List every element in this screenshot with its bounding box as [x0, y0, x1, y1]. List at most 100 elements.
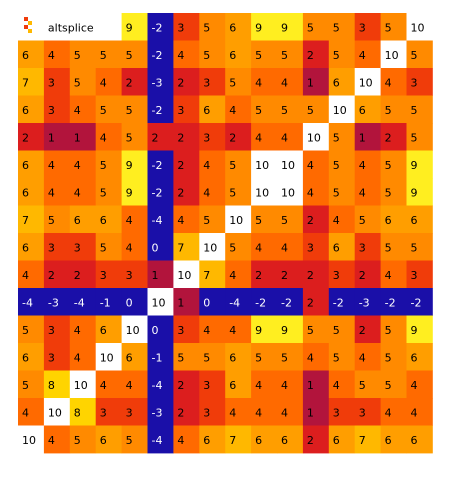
- heatmap-cell: [225, 205, 252, 234]
- cell-value-label: -3: [152, 77, 163, 90]
- heatmap-cell: [147, 398, 174, 426]
- heatmap-cell: [328, 233, 356, 261]
- heatmap-cell: [43, 178, 71, 206]
- heatmap-cell: [199, 40, 226, 69]
- cell-value-label: 5: [229, 159, 236, 172]
- heatmap-cell: [225, 398, 252, 426]
- heatmap-cell: [354, 13, 381, 41]
- heatmap-cell: [354, 315, 381, 344]
- cell-value-label: 6: [333, 242, 340, 255]
- cell-value-label: 4: [255, 407, 262, 420]
- heatmap-cell: [95, 95, 122, 124]
- cell-value-label: 0: [152, 242, 159, 255]
- heatmap-cell: [302, 205, 330, 234]
- heatmap-cell: [199, 288, 226, 316]
- heatmap-cell: [380, 205, 407, 234]
- heatmap-cell: [147, 13, 174, 41]
- heatmap-cell: [251, 370, 278, 399]
- heatmap-cell: [95, 123, 122, 151]
- heatmap-cell: [406, 205, 433, 234]
- heatmap-cell: [18, 95, 45, 124]
- cell-value-label: 1: [152, 269, 159, 282]
- heatmap-cell: [277, 288, 304, 316]
- cell-value-label: 6: [100, 214, 107, 227]
- cell-value-label: 1: [307, 379, 314, 392]
- heatmap-cell: [173, 260, 200, 289]
- cell-value-label: 6: [281, 434, 288, 447]
- cell-value-label: 9: [281, 324, 288, 337]
- cell-value-label: 3: [177, 324, 184, 337]
- heatmap-cell: [95, 425, 122, 454]
- cell-value-label: 4: [333, 214, 340, 227]
- cell-value-label: 10: [307, 132, 321, 145]
- heatmap-cell: [18, 178, 45, 206]
- heatmap-cell: [225, 178, 252, 206]
- heatmap-cell: [225, 425, 252, 454]
- cell-value-label: 6: [385, 214, 392, 227]
- cell-value-label: 3: [333, 269, 340, 282]
- cell-value-label: -3: [359, 297, 370, 310]
- heatmap-cell: [380, 315, 407, 344]
- heatmap-cell: [18, 205, 45, 234]
- cell-value-label: 4: [359, 352, 366, 365]
- heatmap-cell: [354, 288, 381, 316]
- cell-value-label: 10: [411, 22, 425, 35]
- cell-value-label: 3: [126, 407, 133, 420]
- heatmap-cell: [225, 123, 252, 151]
- heatmap-cell: [225, 40, 252, 69]
- cell-value-label: 4: [100, 77, 107, 90]
- cell-value-label: 4: [74, 352, 81, 365]
- heatmap-cell: [380, 13, 407, 41]
- heatmap-cell: [147, 95, 174, 124]
- cell-value-label: -2: [255, 297, 266, 310]
- cell-value-label: 2: [177, 77, 184, 90]
- heatmap-cell: [277, 315, 304, 344]
- cell-value-label: 5: [333, 22, 340, 35]
- heatmap-cell: [380, 68, 407, 96]
- cell-value-label: 5: [307, 104, 314, 117]
- cell-value-label: 5: [411, 104, 418, 117]
- heatmap-cell: [251, 288, 278, 316]
- heatmap-cell: [354, 95, 381, 124]
- cell-value-label: 10: [177, 269, 191, 282]
- cell-value-label: 4: [48, 187, 55, 200]
- cell-value-label: 5: [385, 104, 392, 117]
- cell-value-label: 3: [177, 104, 184, 117]
- heatmap-cell: [406, 425, 433, 454]
- heatmap-cell: [95, 13, 122, 41]
- cell-value-label: 5: [333, 187, 340, 200]
- cell-value-label: 0: [152, 324, 159, 337]
- heatmap-cell: [302, 13, 330, 41]
- cell-value-label: 4: [307, 159, 314, 172]
- heatmap-cell: [121, 288, 148, 316]
- cell-value-label: 6: [22, 352, 29, 365]
- cell-value-label: 6: [22, 187, 29, 200]
- heatmap-cell: [147, 260, 174, 289]
- cell-value-label: 1: [307, 77, 314, 90]
- heatmap-cell: [277, 233, 304, 261]
- cell-value-label: 2: [359, 269, 366, 282]
- heatmap-cell: [121, 370, 148, 399]
- cell-value-label: 6: [22, 104, 29, 117]
- cell-value-label: 4: [126, 214, 133, 227]
- cell-value-label: 4: [281, 379, 288, 392]
- cell-value-label: 6: [100, 324, 107, 337]
- cell-value-label: 4: [126, 379, 133, 392]
- heatmap-cell: [225, 343, 252, 371]
- heatmap-cell: [69, 233, 97, 261]
- heatmap-cell: [354, 205, 381, 234]
- cell-value-label: 5: [100, 49, 107, 62]
- cell-value-label: 10: [48, 407, 62, 420]
- cell-value-label: 9: [411, 324, 418, 337]
- cell-value-label: 4: [126, 242, 133, 255]
- cell-value-label: 6: [229, 352, 236, 365]
- cell-value-label: 5: [333, 352, 340, 365]
- cell-value-label: 2: [385, 132, 392, 145]
- heatmap-cell: [173, 13, 200, 41]
- heatmap-cell: [328, 425, 356, 454]
- cell-value-label: 4: [411, 407, 418, 420]
- cell-value-label: 6: [333, 434, 340, 447]
- heatmap-cell: [406, 398, 433, 426]
- heatmap-cell: [43, 260, 71, 289]
